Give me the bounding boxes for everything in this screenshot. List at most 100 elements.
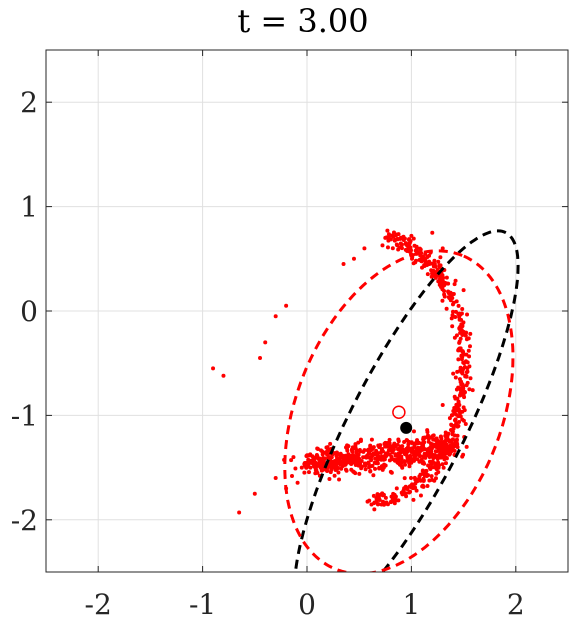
particle-point — [454, 402, 459, 407]
particle-point — [432, 262, 437, 267]
particle-point — [430, 459, 435, 464]
particle-point — [425, 272, 430, 277]
particle-point — [299, 465, 304, 470]
particle-point — [384, 444, 389, 449]
particle-point — [381, 499, 386, 504]
particle-point — [457, 315, 462, 320]
particle-point — [451, 371, 456, 376]
particle-point — [452, 335, 457, 340]
particle-point — [263, 340, 268, 345]
particle-point — [403, 462, 408, 467]
particle-point — [425, 484, 430, 489]
particle-point — [406, 445, 411, 450]
particle-point — [430, 271, 435, 276]
particle-point — [385, 228, 390, 233]
particle-point — [407, 464, 412, 469]
particle-point — [456, 357, 461, 362]
particle-point — [464, 444, 469, 449]
particle-point — [402, 476, 407, 481]
particle-point — [450, 292, 455, 297]
particle-point — [464, 330, 469, 335]
particle-point — [464, 383, 469, 388]
particle-point — [386, 232, 391, 237]
particle-point — [415, 479, 420, 484]
particle-point — [398, 235, 403, 240]
particle-point — [391, 230, 396, 235]
particle-point — [343, 467, 348, 472]
particle-point — [385, 502, 390, 507]
particle-point — [403, 459, 408, 464]
particle-point — [449, 422, 454, 427]
particle-point — [421, 254, 426, 259]
particle-point — [362, 246, 367, 251]
particle-point — [400, 465, 405, 470]
particle-point — [415, 457, 420, 462]
particle-point — [392, 501, 397, 506]
particle-point — [399, 490, 404, 495]
particle-point — [362, 448, 367, 453]
particle-point — [385, 441, 390, 446]
particle-point — [392, 492, 397, 497]
particle-point — [461, 393, 466, 398]
particle-point — [444, 275, 449, 280]
particle-point — [375, 494, 380, 499]
particle-point — [310, 461, 315, 466]
particle-point — [420, 447, 425, 452]
particle-point — [391, 234, 396, 239]
x-tick-label: 0 — [298, 588, 316, 620]
particle-point — [316, 463, 321, 468]
particle-point — [327, 455, 332, 460]
particle-point — [426, 436, 431, 441]
particle-point — [456, 414, 461, 419]
y-tick-label: 2 — [20, 86, 38, 119]
particle-point — [334, 464, 339, 469]
particle-point — [436, 259, 441, 264]
particle-point — [337, 477, 342, 482]
particle-point — [431, 433, 436, 438]
particle-point — [463, 421, 468, 426]
particle-point — [302, 470, 307, 475]
x-tick-label: -1 — [189, 588, 216, 620]
particle-point — [470, 388, 475, 393]
particle-point — [353, 471, 358, 476]
particle-point — [452, 405, 457, 410]
particle-point — [450, 302, 455, 307]
particle-point — [392, 496, 397, 501]
particle-point — [467, 387, 472, 392]
particle-point — [356, 457, 361, 462]
particle-point — [366, 461, 371, 466]
particle-point — [403, 247, 408, 252]
particle-point — [361, 455, 366, 460]
particle-point — [411, 236, 416, 241]
x-tick-label: 2 — [507, 588, 525, 620]
particle-point — [445, 437, 450, 442]
particle-point — [388, 500, 393, 505]
particle-point — [432, 258, 437, 263]
particle-point — [464, 370, 469, 375]
particle-point — [420, 461, 425, 466]
particle-point — [433, 438, 438, 443]
particle-point — [389, 454, 394, 459]
particle-point — [406, 237, 411, 242]
particle-point — [449, 444, 454, 449]
particle-point — [443, 430, 448, 435]
particle-point — [418, 472, 423, 477]
particle-point — [460, 371, 465, 376]
particle-point — [365, 453, 370, 458]
particle-point — [429, 465, 434, 470]
particle-point — [460, 306, 465, 311]
particle-point — [407, 484, 412, 489]
particle-point — [440, 442, 445, 447]
particle-point — [443, 433, 448, 438]
particle-point — [429, 474, 434, 479]
particle-point — [381, 457, 386, 462]
particle-point — [306, 470, 311, 475]
particle-point — [335, 456, 340, 461]
particle-point — [456, 423, 461, 428]
particle-point — [395, 243, 400, 248]
particle-point — [460, 354, 465, 359]
particle-point — [444, 281, 449, 286]
x-tick-label: 1 — [402, 588, 420, 620]
particle-point — [405, 455, 410, 460]
particle-point — [273, 476, 278, 481]
